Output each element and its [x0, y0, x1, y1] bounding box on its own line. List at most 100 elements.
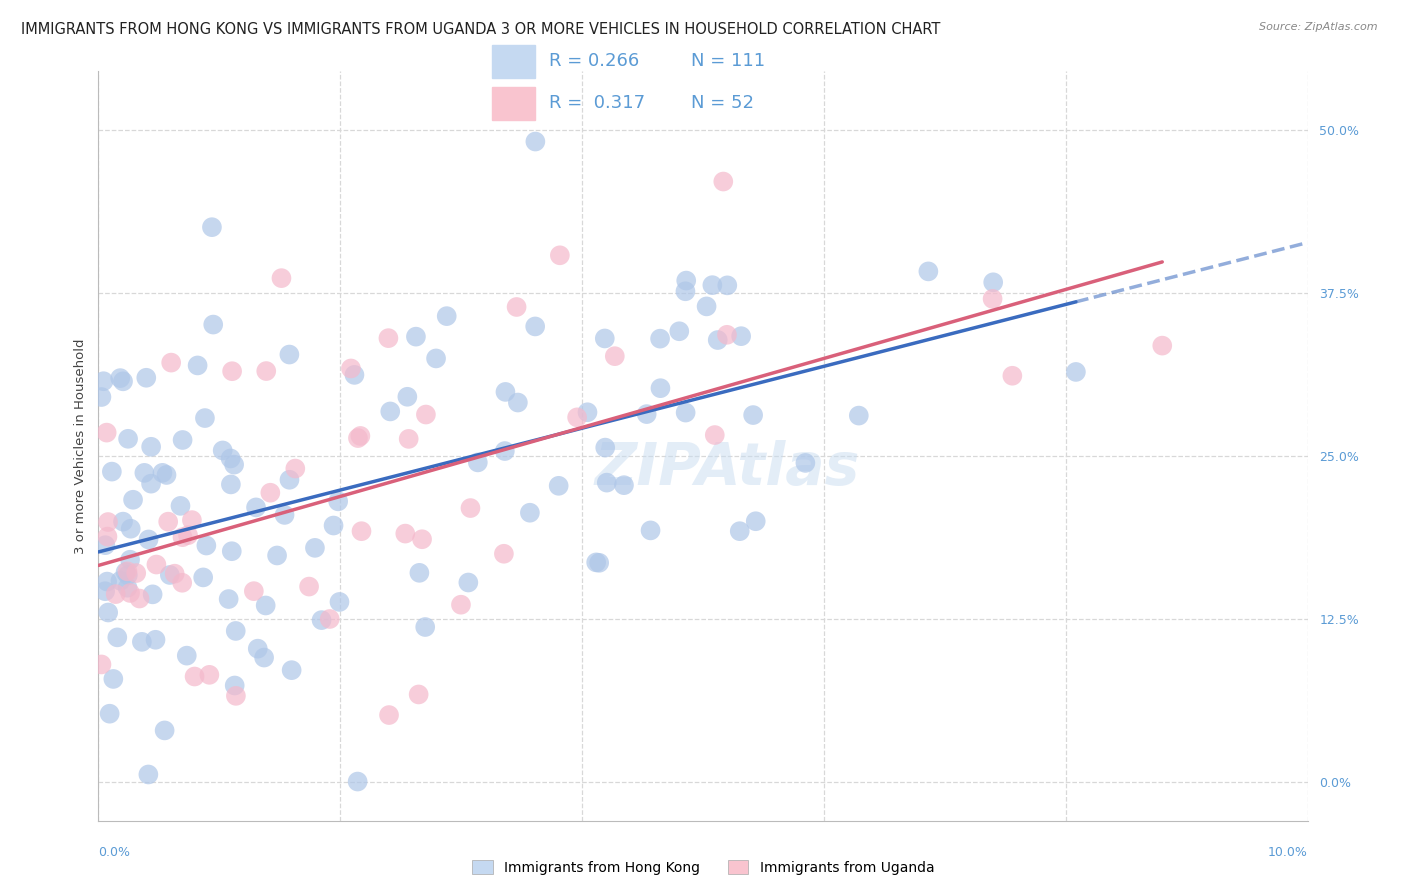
Point [198, 668, 221, 682]
Point [349, 429, 371, 443]
Point [603, 349, 626, 363]
Point [278, 347, 301, 361]
Point [519, 506, 541, 520]
Point [702, 278, 724, 293]
Text: IMMIGRANTS FROM HONG KONG VS IMMIGRANTS FROM UGANDA 3 OR MORE VEHICLES IN HOUSEH: IMMIGRANTS FROM HONG KONG VS IMMIGRANTS … [21, 22, 941, 37]
Point [224, 458, 246, 472]
Point [152, 466, 174, 480]
Point [1152, 338, 1174, 352]
Point [117, 568, 139, 582]
Point [411, 533, 433, 547]
Point [703, 428, 725, 442]
Text: N = 111: N = 111 [690, 52, 765, 70]
Point [413, 620, 436, 634]
Point [350, 524, 373, 539]
Point [398, 432, 420, 446]
Point [183, 669, 205, 683]
Point [160, 356, 183, 370]
Point [201, 220, 224, 235]
Y-axis label: 3 or more Vehicles in Household: 3 or more Vehicles in Household [75, 338, 87, 554]
Point [730, 329, 752, 343]
Point [131, 635, 153, 649]
Point [145, 632, 167, 647]
Point [492, 547, 515, 561]
Point [576, 405, 599, 419]
Point [794, 456, 817, 470]
Point [193, 570, 215, 584]
Point [273, 508, 295, 522]
Text: R = 0.266: R = 0.266 [548, 52, 640, 70]
Point [588, 556, 610, 570]
Point [706, 333, 728, 347]
Text: N = 52: N = 52 [690, 95, 754, 112]
Point [254, 364, 277, 378]
Point [243, 584, 266, 599]
Point [650, 381, 672, 395]
Point [139, 476, 162, 491]
Text: Source: ZipAtlas.com: Source: ZipAtlas.com [1260, 22, 1378, 32]
Point [328, 595, 350, 609]
Point [675, 285, 697, 299]
Point [648, 332, 671, 346]
Point [103, 672, 125, 686]
Text: 0.0%: 0.0% [98, 846, 131, 859]
Point [172, 433, 194, 447]
Point [253, 650, 276, 665]
Point [187, 359, 209, 373]
Point [219, 451, 242, 466]
Point [172, 530, 194, 544]
Point [380, 404, 402, 418]
Point [298, 580, 321, 594]
Point [1064, 365, 1087, 379]
Point [467, 455, 489, 469]
Point [225, 624, 247, 638]
Point [304, 541, 326, 555]
Point [172, 575, 194, 590]
Point [457, 575, 479, 590]
Point [346, 774, 368, 789]
Point [138, 533, 160, 547]
Point [328, 494, 350, 508]
Point [405, 329, 427, 343]
Point [194, 411, 217, 425]
Point [668, 324, 690, 338]
Point [506, 395, 529, 409]
Point [177, 528, 200, 542]
Point [716, 278, 738, 293]
Text: 10.0%: 10.0% [1268, 846, 1308, 859]
Point [138, 767, 160, 781]
Point [284, 461, 307, 475]
Point [163, 566, 186, 581]
Point [104, 587, 127, 601]
Point [120, 586, 142, 600]
Point [981, 275, 1004, 289]
Point [155, 467, 177, 482]
Point [408, 688, 430, 702]
Point [181, 513, 204, 527]
Point [128, 591, 150, 606]
Point [117, 432, 139, 446]
Point [224, 678, 246, 692]
Point [280, 663, 302, 677]
Point [90, 390, 112, 404]
Point [97, 515, 120, 529]
Point [112, 374, 135, 388]
Point [139, 440, 162, 454]
Point [745, 514, 768, 528]
Point [219, 477, 242, 491]
Text: ZIPAtlas: ZIPAtlas [595, 440, 860, 497]
FancyBboxPatch shape [492, 45, 536, 78]
Point [125, 566, 148, 580]
Point [142, 587, 165, 601]
Point [270, 271, 292, 285]
Point [105, 631, 128, 645]
Point [259, 485, 281, 500]
Point [122, 492, 145, 507]
Point [378, 708, 401, 723]
Point [436, 309, 458, 323]
Point [596, 475, 619, 490]
Legend: Immigrants from Hong Kong, Immigrants from Uganda: Immigrants from Hong Kong, Immigrants fr… [467, 855, 939, 880]
Point [396, 390, 419, 404]
Point [716, 327, 738, 342]
Point [218, 592, 240, 607]
